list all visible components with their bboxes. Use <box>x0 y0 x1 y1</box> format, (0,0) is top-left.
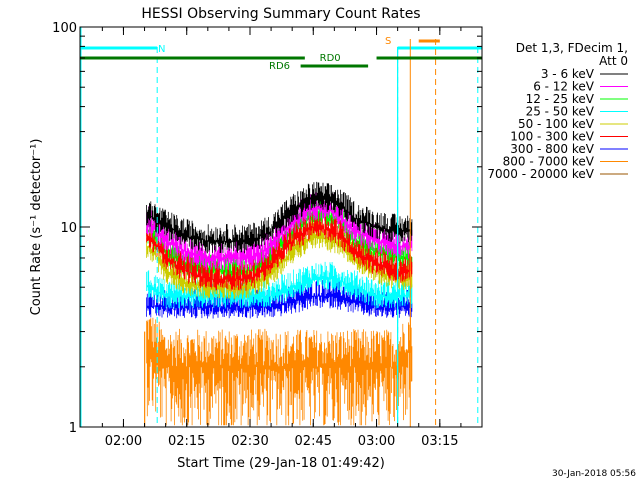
saa-label: S <box>385 36 391 47</box>
rd0-label: RD0 <box>320 53 341 64</box>
timestamp: 30-Jan-2018 05:56 <box>552 469 636 479</box>
y-tick-label-2: 100 <box>52 21 77 36</box>
x-tick-label-1: 02:15 <box>168 434 205 449</box>
chart-title: HESSI Observing Summary Count Rates <box>141 6 420 22</box>
x-tick-label-3: 02:45 <box>295 434 332 449</box>
night-label: N <box>158 44 165 55</box>
legend-label-3: 25 - 50 keV <box>526 105 595 119</box>
legend-label-4: 50 - 100 keV <box>518 117 595 131</box>
legend-header-line-2: Att 0 <box>599 54 628 68</box>
series-trace-0 <box>146 181 413 254</box>
x-tick-label-2: 02:30 <box>231 434 268 449</box>
legend-label-6: 300 - 800 keV <box>510 142 594 156</box>
legend-header-line-1: Det 1,3, FDecim 1, <box>516 41 628 55</box>
series-trace-5 <box>146 211 413 291</box>
x-tick-label-5: 03:15 <box>421 434 458 449</box>
legend-label-7: 800 - 7000 keV <box>503 155 595 169</box>
x-tick-label-4: 03:00 <box>358 434 395 449</box>
x-axis-label: Start Time (29-Jan-18 01:49:42) <box>177 456 385 471</box>
series-trace-7 <box>146 312 413 426</box>
series-layer <box>144 181 413 427</box>
legend-label-5: 100 - 300 keV <box>510 130 594 144</box>
x-tick-label-0: 02:00 <box>105 434 142 449</box>
axis-layer: 02:00 02:15 02:30 02:45 03:00 03:15 1 10 100 <box>52 21 482 449</box>
rd6-label: RD6 <box>269 61 290 72</box>
legend-label-2: 12 - 25 keV <box>526 92 595 106</box>
legend-label-8: 7000 - 20000 keV <box>487 167 594 181</box>
legend-label-1: 6 - 12 keV <box>533 80 595 94</box>
y-tick-label-1: 10 <box>60 221 77 236</box>
legend-label-0: 3 - 6 keV <box>541 67 595 81</box>
y-tick-label-0: 1 <box>69 421 77 436</box>
y-axis-label: Count Rate (s⁻¹ detector⁻¹) <box>29 139 44 316</box>
